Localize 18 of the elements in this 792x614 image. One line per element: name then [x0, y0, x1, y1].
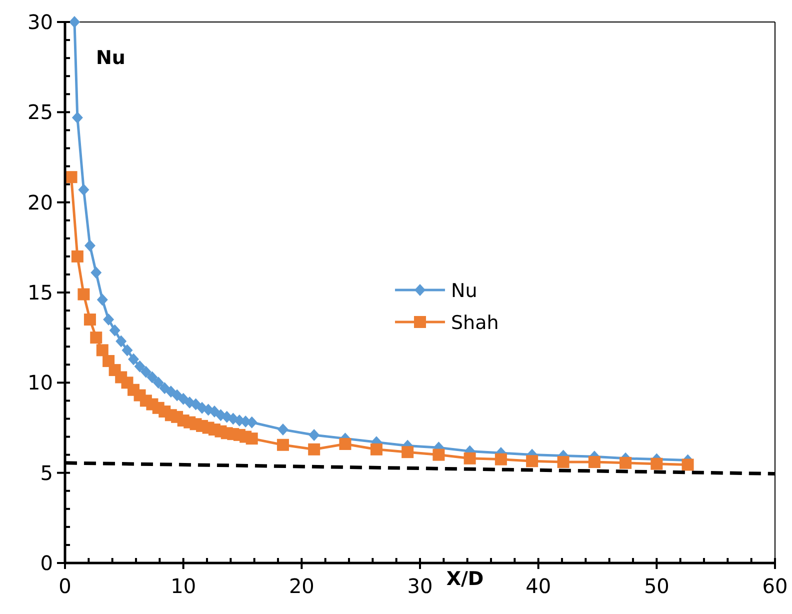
legend-label: Shah [451, 312, 499, 334]
y-tick-label: 20 [28, 190, 53, 214]
x-tick-label: 0 [58, 574, 72, 598]
y-tick-label: 25 [28, 100, 53, 124]
y-tick-label: 5 [40, 460, 53, 485]
x-tick-label: 10 [170, 574, 196, 598]
x-tick-label: 20 [288, 574, 314, 598]
x-tick-label: 60 [762, 574, 788, 598]
y-tick-label: 30 [28, 10, 53, 34]
legend-label: Nu [451, 280, 478, 302]
y-axis-title: Nu [96, 47, 126, 69]
y-tick-label: 10 [28, 370, 53, 395]
y-tick-label: 15 [28, 280, 53, 304]
x-tick-label: 50 [644, 574, 670, 598]
x-tick-label: 40 [526, 574, 552, 598]
x-axis-title: X/D [446, 568, 484, 590]
x-tick-label: 30 [407, 574, 433, 598]
y-tick-label: 0 [40, 551, 53, 575]
